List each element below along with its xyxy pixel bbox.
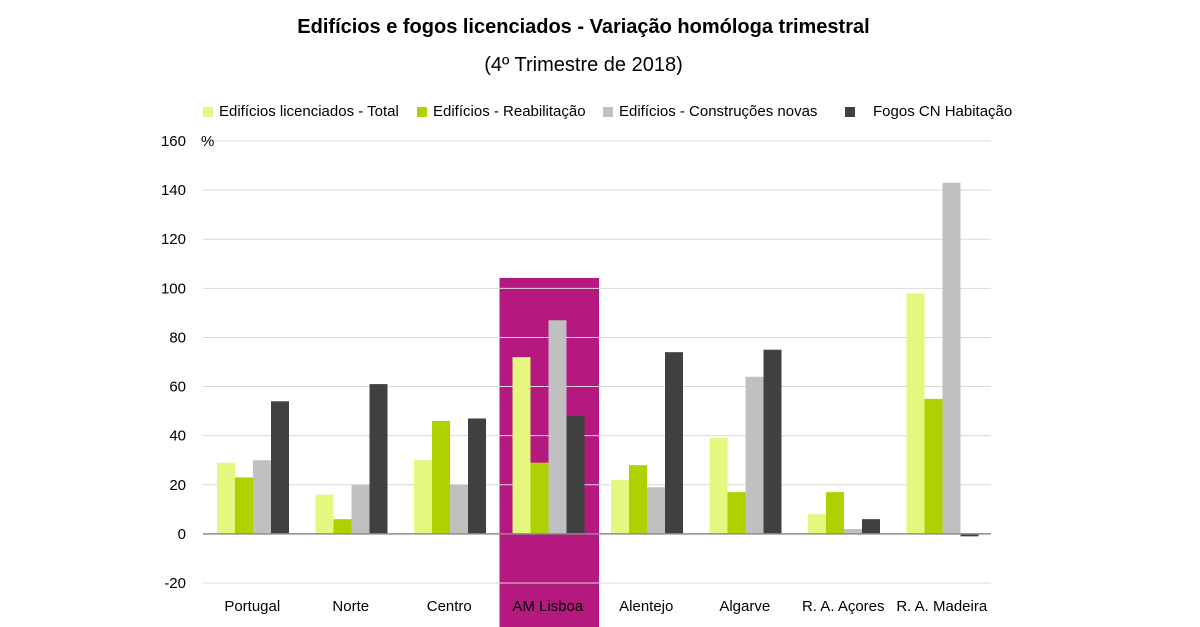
chart-title: Edifícios e fogos licenciados - Variação… [297,16,870,38]
y-tick-label: 40 [169,428,186,445]
y-tick-label: 100 [161,280,186,297]
bar [611,479,629,534]
bars [217,182,979,537]
x-tick-label: R. A. Madeira [896,598,988,615]
bar [217,462,235,534]
x-tick-label: Algarve [719,598,770,615]
bar [566,416,585,534]
bar [808,514,826,534]
x-tick-label: AM Lisboa [512,598,584,615]
bar [548,320,567,534]
bar [432,420,450,534]
y-tick-label: -20 [164,575,186,592]
bar [709,438,728,534]
bar [942,182,961,534]
legend-swatch-total [203,107,213,117]
x-tick-label: Portugal [224,598,280,615]
bar [271,401,289,534]
gridlines [203,140,991,584]
legend-label-total: Edifícios licenciados - Total [219,103,399,120]
y-tick-label: 140 [161,182,186,199]
bar [530,462,549,534]
bar [333,519,352,534]
legend-swatch-fogos [845,107,855,117]
bar [763,349,782,534]
bar [351,484,370,534]
y-tick-label: 80 [169,329,186,346]
chart-subtitle: (4º Trimestre de 2018) [484,54,683,76]
legend-label-fogos: Fogos CN Habitação [873,103,1013,120]
bar [450,484,468,534]
x-tick-label: Centro [427,598,472,615]
bar [647,487,665,534]
bar [862,519,880,534]
bar [924,398,943,534]
axes: -20 0 20 40 60 80 100 120 140 160 Portugal Norte Cen… [161,133,991,615]
bar [414,460,432,534]
y-tick-label: 120 [161,231,186,248]
y-axis-unit-label: % [201,133,214,150]
bar [960,533,979,537]
legend-swatch-reabilitacao [417,107,427,117]
bar [369,384,388,534]
bar [906,293,925,534]
bar [665,352,683,534]
bar [468,418,486,534]
bar [727,492,746,534]
y-tick-label: 20 [169,477,186,494]
bar [235,477,253,534]
legend-label-construcoes-novas: Edifícios - Construções novas [619,103,818,120]
bar [629,465,647,534]
x-tick-label: R. A. Açores [802,598,885,615]
x-tick-label: Alentejo [619,598,673,615]
legend-label-reabilitacao: Edifícios - Reabilitação [433,103,586,120]
bar [512,357,531,534]
bar [253,460,271,534]
y-tick-label: 160 [161,133,186,150]
y-tick-label: 0 [178,526,186,543]
bar [315,494,334,534]
bar [826,492,844,534]
bar [745,376,764,534]
y-tick-label: 60 [169,379,186,396]
x-tick-label: Norte [332,598,369,615]
legend-swatch-construcoes-novas [603,107,613,117]
bar [844,528,862,534]
